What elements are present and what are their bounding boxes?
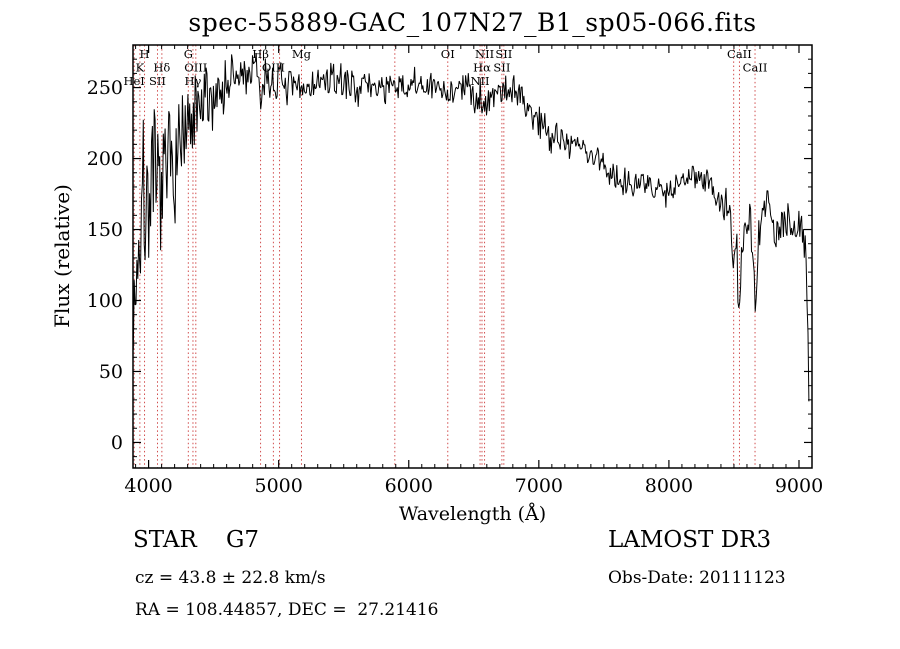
spectrum-trace	[132, 53, 810, 402]
y-tick-label: 100	[87, 290, 123, 312]
ra-dec-text: RA = 108.44857, DEC = 27.21416	[135, 600, 439, 620]
spectral-line-label: CaII	[743, 61, 768, 75]
spectral-line-label: G	[184, 47, 193, 61]
spectral-line-label: OIII	[184, 61, 207, 75]
plot-title: spec-55889-GAC_107N27_B1_sp05-066.fits	[188, 8, 757, 37]
spectral-line-label: Hα	[473, 61, 491, 75]
spectral-line-label: HeI	[123, 74, 144, 88]
spectral-line-label: K	[136, 61, 145, 75]
spectral-line-label: H	[140, 47, 150, 61]
spectral-line-label: SII	[493, 61, 510, 75]
spectral-line-label: CaII	[727, 47, 752, 61]
x-tick-label: 9000	[775, 475, 823, 497]
y-tick-label: 250	[87, 77, 123, 99]
classification-text: STAR G7	[133, 527, 260, 553]
x-tick-label: 5000	[255, 475, 303, 497]
x-tick-label: 7000	[515, 475, 563, 497]
spectral-line-label: SII	[149, 74, 166, 88]
y-tick-label: 200	[87, 148, 123, 170]
x-tick-label: 4000	[124, 475, 172, 497]
cz-velocity-text: cz = 43.8 ± 22.8 km/s	[135, 568, 326, 588]
x-axis-label: Wavelength (Å)	[398, 503, 547, 525]
spectral-line-label: Mg	[292, 47, 312, 61]
y-tick-label: 50	[99, 361, 123, 383]
spectral-line-label: Hβ	[252, 47, 269, 61]
spectral-line-label: NII	[475, 47, 494, 61]
y-tick-label: 0	[111, 432, 123, 454]
spectral-line-label: Hγ	[185, 74, 202, 88]
spectral-line-label: OI	[441, 47, 455, 61]
plot-frame	[132, 44, 813, 469]
survey-name-text: LAMOST DR3	[608, 527, 772, 553]
y-tick-label: 150	[87, 219, 123, 241]
x-tick-label: 6000	[385, 475, 433, 497]
spectral-line-label: Hδ	[153, 61, 170, 75]
spectral-line-label: SII	[495, 47, 512, 61]
obs-date-text: Obs-Date: 20111123	[608, 568, 786, 588]
x-tick-label: 8000	[645, 475, 693, 497]
